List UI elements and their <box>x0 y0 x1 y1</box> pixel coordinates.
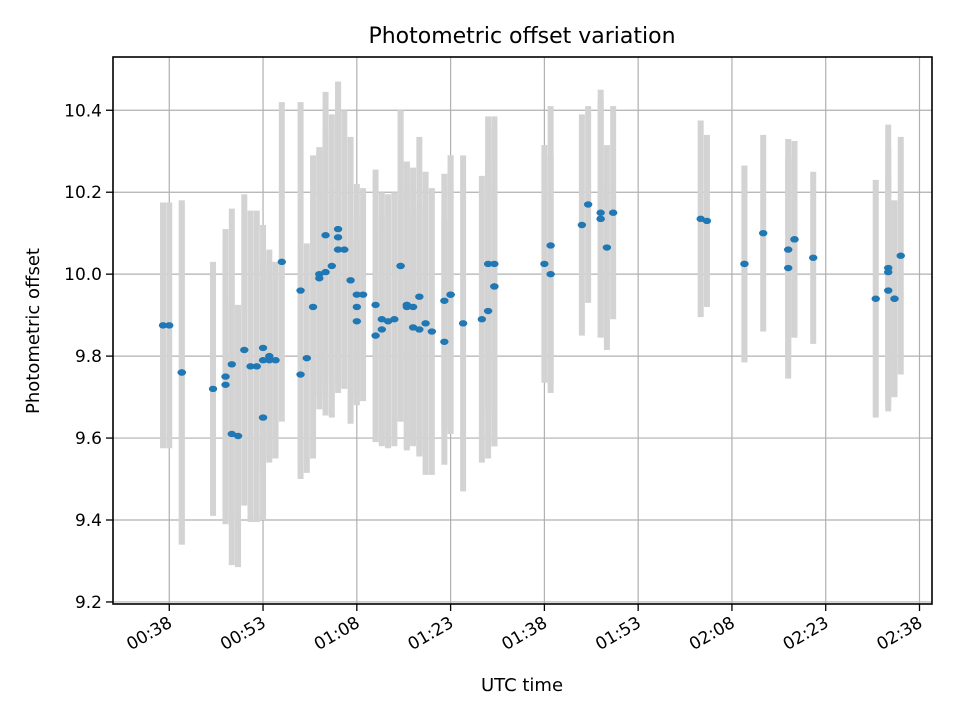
y-tick-label: 9.2 <box>75 593 102 613</box>
data-point <box>315 275 324 282</box>
data-point <box>296 287 305 294</box>
data-point <box>246 363 255 370</box>
data-point <box>221 373 230 380</box>
y-tick-label: 10.0 <box>64 265 102 285</box>
data-point <box>371 301 380 309</box>
data-point <box>577 221 587 229</box>
data-point <box>221 381 230 388</box>
data-point <box>884 268 893 276</box>
data-point <box>490 260 499 268</box>
chart-title: Photometric offset variation <box>368 24 675 49</box>
data-point <box>596 215 605 223</box>
data-point <box>240 346 249 354</box>
data-point <box>740 260 749 268</box>
data-point <box>546 242 555 249</box>
plot-frame <box>112 56 933 605</box>
data-point <box>415 326 424 333</box>
data-point <box>308 303 318 311</box>
y-tick-label: 10.2 <box>64 183 102 203</box>
data-point <box>440 338 449 345</box>
data-point <box>427 328 437 335</box>
data-point <box>758 229 768 237</box>
plot-area: 9.29.49.69.810.010.210.400:38 00:53 01:08 0… <box>64 56 933 655</box>
y-tick-label: 9.4 <box>75 511 102 531</box>
data-point <box>390 316 399 323</box>
data-point <box>490 283 499 290</box>
data-point <box>396 262 405 270</box>
data-point <box>327 262 337 270</box>
data-point <box>784 264 793 272</box>
data-point <box>165 322 174 329</box>
data-point <box>377 326 387 333</box>
data-point <box>602 244 612 251</box>
x-axis-label: UTC time <box>481 675 563 696</box>
data-point <box>321 232 330 239</box>
data-point <box>158 322 168 329</box>
data-point <box>483 260 493 268</box>
data-point <box>271 357 280 364</box>
data-point <box>483 307 493 315</box>
data-point <box>540 260 549 268</box>
data-point <box>258 357 268 364</box>
data-point <box>421 320 430 327</box>
data-point <box>809 254 818 261</box>
data-point <box>252 363 261 370</box>
data-point <box>277 258 287 266</box>
data-point <box>296 371 305 378</box>
data-point <box>258 344 268 352</box>
data-point <box>440 297 449 304</box>
data-point <box>596 209 605 216</box>
data-point <box>208 385 218 393</box>
data-point <box>784 246 793 253</box>
data-point <box>302 354 312 362</box>
data-point <box>896 252 905 259</box>
data-point <box>371 332 380 339</box>
data-point <box>333 225 343 233</box>
data-point <box>546 270 555 278</box>
data-point <box>871 295 880 302</box>
data-point <box>333 234 343 241</box>
data-point <box>608 209 618 216</box>
y-tick-label: 9.8 <box>75 347 102 367</box>
data-point <box>177 369 186 376</box>
data-point <box>265 357 274 364</box>
data-point <box>258 414 268 421</box>
data-point <box>340 246 349 253</box>
data-point <box>408 303 418 311</box>
data-point <box>890 295 899 302</box>
data-point <box>233 432 243 440</box>
data-point <box>446 291 455 298</box>
data-point <box>333 246 343 253</box>
data-point <box>352 303 362 311</box>
data-point <box>227 361 236 368</box>
y-axis-label: Photometric offset <box>23 248 44 414</box>
y-tick-label: 10.4 <box>64 101 102 121</box>
data-point <box>352 318 362 325</box>
data-point <box>790 236 799 243</box>
data-point <box>583 201 593 208</box>
data-point <box>458 320 468 327</box>
data-point <box>415 293 424 300</box>
data-point <box>884 287 893 294</box>
data-point <box>477 316 487 323</box>
y-tick-label: 9.6 <box>75 429 102 449</box>
data-point <box>358 291 368 298</box>
data-point <box>346 277 355 284</box>
data-point <box>352 291 362 298</box>
data-point <box>702 217 712 225</box>
data-point <box>321 268 330 276</box>
